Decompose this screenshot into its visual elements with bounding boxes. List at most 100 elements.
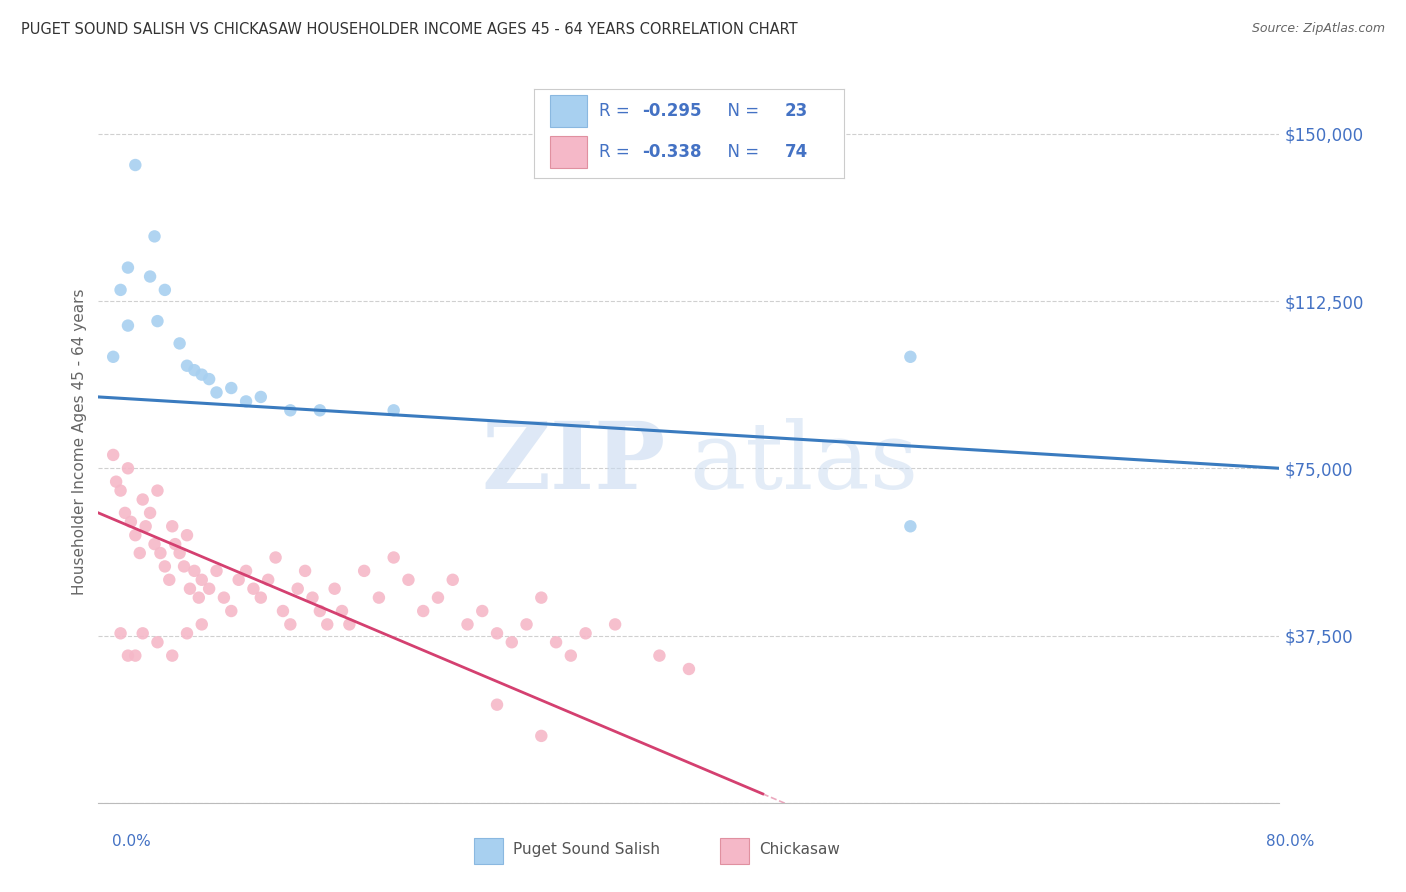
- Point: [546, 635, 568, 649]
- Point: [124, 648, 146, 663]
- Point: [316, 617, 339, 632]
- Point: [339, 617, 361, 632]
- Point: [117, 461, 139, 475]
- Point: [191, 617, 214, 632]
- Point: [605, 617, 627, 632]
- Point: [368, 591, 391, 605]
- Point: [648, 648, 671, 663]
- Point: [124, 528, 146, 542]
- Point: [441, 573, 464, 587]
- Point: [486, 698, 509, 712]
- Point: [398, 573, 420, 587]
- Point: [162, 648, 183, 663]
- Point: [560, 648, 582, 663]
- Point: [530, 729, 553, 743]
- Point: [280, 403, 302, 417]
- Point: [205, 564, 228, 578]
- Text: Chickasaw: Chickasaw: [759, 842, 841, 857]
- Point: [280, 617, 302, 632]
- Point: [301, 591, 323, 605]
- Point: [198, 372, 221, 386]
- Text: 74: 74: [785, 143, 808, 161]
- Point: [103, 350, 125, 364]
- Point: [176, 528, 198, 542]
- Point: [235, 564, 257, 578]
- Point: [900, 519, 922, 533]
- Text: R =: R =: [599, 143, 636, 161]
- Point: [143, 537, 166, 551]
- Point: [250, 591, 273, 605]
- Point: [103, 448, 125, 462]
- Text: N =: N =: [717, 143, 763, 161]
- Point: [176, 626, 198, 640]
- Point: [183, 363, 205, 377]
- Point: [294, 564, 316, 578]
- Point: [139, 506, 162, 520]
- Point: [153, 283, 176, 297]
- Point: [235, 394, 257, 409]
- Point: [183, 564, 205, 578]
- Point: [117, 648, 139, 663]
- Point: [198, 582, 221, 596]
- Point: [132, 492, 155, 507]
- Point: [250, 390, 273, 404]
- Point: [117, 318, 139, 333]
- Point: [900, 350, 922, 364]
- Point: [191, 368, 214, 382]
- Point: [353, 564, 375, 578]
- Point: [165, 537, 187, 551]
- Text: 80.0%: 80.0%: [1267, 834, 1315, 849]
- Point: [382, 403, 405, 417]
- Point: [162, 519, 183, 533]
- Point: [187, 591, 209, 605]
- Point: [575, 626, 598, 640]
- Point: [124, 158, 146, 172]
- Point: [257, 573, 280, 587]
- Point: [135, 519, 157, 533]
- Point: [271, 604, 294, 618]
- Point: [309, 403, 332, 417]
- Point: [221, 604, 243, 618]
- Point: [242, 582, 264, 596]
- Point: [309, 604, 332, 618]
- Text: N =: N =: [717, 102, 763, 120]
- Point: [143, 229, 166, 244]
- Y-axis label: Householder Income Ages 45 - 64 years: Householder Income Ages 45 - 64 years: [72, 288, 87, 595]
- Point: [516, 617, 538, 632]
- Point: [146, 635, 169, 649]
- Text: 23: 23: [785, 102, 808, 120]
- Point: [110, 626, 132, 640]
- Point: [427, 591, 450, 605]
- FancyBboxPatch shape: [550, 95, 586, 127]
- Point: [149, 546, 172, 560]
- Point: [264, 550, 287, 565]
- Point: [139, 269, 162, 284]
- Point: [205, 385, 228, 400]
- Point: [176, 359, 198, 373]
- Point: [323, 582, 346, 596]
- Text: -0.338: -0.338: [643, 143, 702, 161]
- Point: [117, 260, 139, 275]
- Point: [221, 381, 243, 395]
- Text: Source: ZipAtlas.com: Source: ZipAtlas.com: [1251, 22, 1385, 36]
- Point: [382, 550, 405, 565]
- Point: [128, 546, 150, 560]
- Point: [501, 635, 523, 649]
- Point: [132, 626, 155, 640]
- Point: [330, 604, 353, 618]
- Point: [169, 546, 191, 560]
- Point: [110, 483, 132, 498]
- Point: [457, 617, 479, 632]
- Point: [179, 582, 201, 596]
- Point: [678, 662, 700, 676]
- Point: [486, 626, 509, 640]
- Text: R =: R =: [599, 102, 636, 120]
- Point: [110, 283, 132, 297]
- Point: [191, 573, 214, 587]
- Text: -0.295: -0.295: [643, 102, 702, 120]
- Point: [173, 559, 195, 574]
- Text: ZIP: ZIP: [481, 418, 665, 508]
- Point: [105, 475, 128, 489]
- Point: [120, 515, 142, 529]
- Point: [212, 591, 235, 605]
